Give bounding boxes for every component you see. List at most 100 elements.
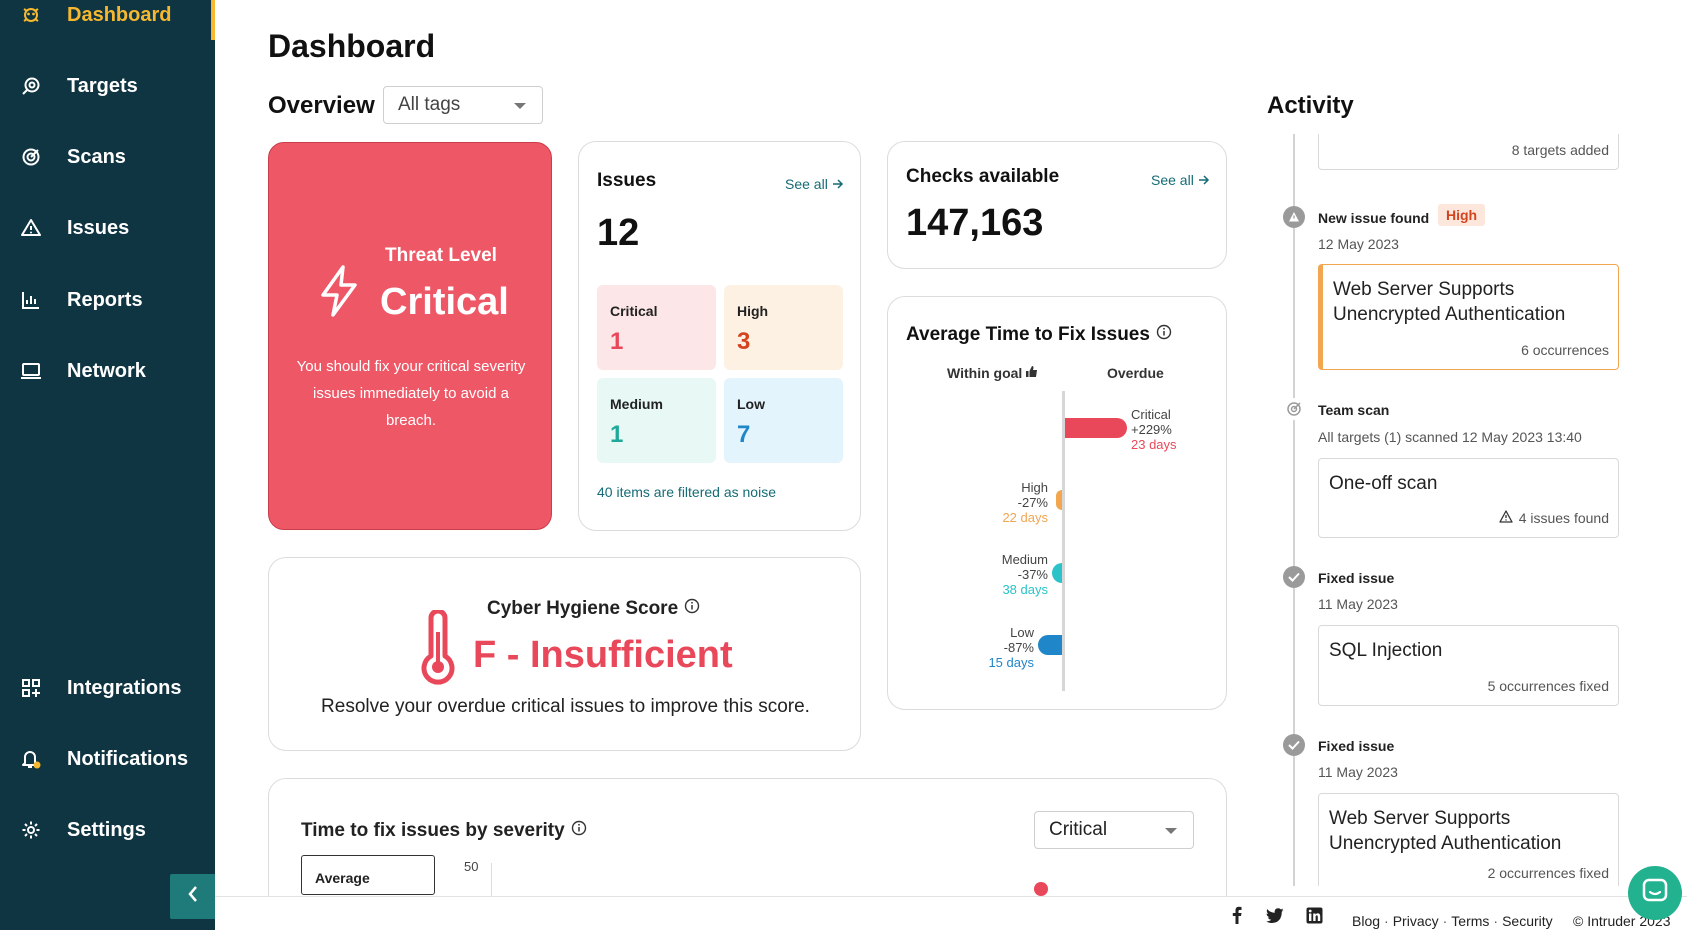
activity-card-title: Web Server Supports Unencrypted Authenti… (1333, 279, 1566, 325)
sidebar-item-label: Integrations (67, 676, 182, 699)
activity-card-meta: 5 occurrences fixed (1487, 678, 1609, 694)
sidebar-item-label: Targets (67, 74, 138, 97)
facebook-icon[interactable] (1227, 905, 1247, 925)
low-label: Low (737, 396, 765, 412)
activity-date: 11 May 2023 (1318, 764, 1398, 780)
tags-select-value: All tags (398, 94, 461, 115)
sidebar: Dashboard Targets Scans Issues Reports N… (0, 0, 215, 930)
overview-heading: Overview (268, 92, 375, 119)
activity-event: New issue found (1318, 210, 1430, 226)
hygiene-title-text: Cyber Hygiene Score (487, 598, 679, 619)
chart-point (1034, 882, 1048, 896)
blog-link[interactable]: Blog (1352, 913, 1381, 929)
sidebar-item-network[interactable]: Network (0, 346, 215, 396)
severity-select[interactable]: Critical (1034, 811, 1194, 849)
medium-name: Medium (1001, 552, 1048, 567)
info-icon[interactable] (684, 598, 700, 620)
activity-date: All targets (1) scanned 12 May 2023 13:4… (1318, 429, 1582, 445)
caret-down-icon (514, 103, 526, 109)
lightning-icon (321, 265, 357, 317)
activity-card-issue[interactable]: Web Server Supports Unencrypted Authenti… (1318, 264, 1619, 370)
severity-select-value: Critical (1049, 819, 1108, 840)
sidebar-item-issues[interactable]: Issues (0, 203, 215, 253)
noise-filter-link[interactable]: 40 items are filtered as noise (597, 484, 776, 500)
medium-issues-box[interactable]: Medium 1 (597, 378, 716, 463)
sidebar-item-reports[interactable]: Reports (0, 275, 215, 325)
cyber-hygiene-card: Cyber Hygiene Score F - Insufficient Res… (268, 557, 861, 751)
warning-icon (1499, 510, 1513, 526)
threat-level-card: Threat Level Critical You should fix you… (268, 142, 552, 530)
bell-icon (20, 748, 42, 770)
sidebar-item-settings[interactable]: Settings (0, 805, 215, 855)
linkedin-icon[interactable] (1304, 905, 1324, 925)
privacy-link[interactable]: Privacy (1392, 913, 1439, 929)
medium-pct: -37% (1017, 567, 1048, 582)
sidebar-item-label: Scans (67, 145, 126, 168)
footer-links: Blog · Privacy · Terms · Security (1352, 913, 1553, 929)
activity-event: Fixed issue (1318, 570, 1395, 586)
critical-issues-box[interactable]: Critical 1 (597, 285, 716, 370)
separator: · (1442, 913, 1448, 929)
average-tab[interactable]: Average (301, 855, 435, 895)
activity-card-scan[interactable]: One-off scan 4 issues found (1318, 458, 1619, 538)
security-link[interactable]: Security (1502, 913, 1553, 929)
activity-card-fixed[interactable]: Web Server Supports Unencrypted Authenti… (1318, 793, 1619, 886)
low-within-bar (1038, 635, 1062, 655)
sidebar-item-integrations[interactable]: Integrations (0, 663, 215, 713)
check-icon (1283, 734, 1305, 756)
info-icon[interactable] (571, 820, 587, 842)
high-label: High (737, 303, 769, 319)
timeline-line (1293, 134, 1295, 886)
activity-card-title: Web Server Supports Unencrypted Authenti… (1329, 808, 1562, 854)
twitter-icon[interactable] (1265, 905, 1285, 925)
issues-title: Issues (597, 170, 657, 191)
avg-time-to-fix-card: Average Time to Fix Issues Within goal O… (887, 296, 1227, 710)
chevron-left-icon (187, 885, 199, 908)
high-name: High (1021, 480, 1048, 495)
within-goal-label: Within goal (947, 365, 1023, 381)
page-title: Dashboard (268, 28, 436, 64)
sidebar-item-dashboard[interactable]: Dashboard (0, 0, 215, 40)
targets-icon (20, 75, 42, 97)
hygiene-description: Resolve your overdue critical issues to … (321, 696, 810, 717)
high-issues-box[interactable]: High 3 (724, 285, 843, 370)
activity-card-meta: 6 occurrences (1521, 342, 1609, 358)
low-issues-box[interactable]: Low 7 (724, 378, 843, 463)
activity-card-meta: 4 issues found (1499, 510, 1609, 526)
see-all-label: See all (1151, 172, 1194, 188)
chat-launcher-button[interactable] (1628, 866, 1682, 920)
critical-pct: +229% (1131, 422, 1172, 437)
issues-see-all-link[interactable]: See all (785, 176, 844, 192)
info-icon[interactable] (1156, 324, 1172, 346)
caret-down-icon (1165, 828, 1177, 834)
within-goal-header: Within goal (947, 365, 1038, 381)
time-to-fix-title-text: Time to fix issues by severity (301, 820, 565, 841)
dashboard-icon (20, 4, 42, 26)
terms-link[interactable]: Terms (1451, 913, 1490, 929)
threat-level-value: Critical (380, 281, 509, 323)
chat-icon (1642, 878, 1668, 909)
activity-feed[interactable]: 8 targets added New issue found High 12 … (1260, 134, 1660, 886)
issues-total: 12 (597, 212, 640, 254)
low-pct: -87% (1003, 640, 1034, 655)
checks-see-all-link[interactable]: See all (1151, 172, 1210, 188)
activity-card-fixed[interactable]: SQL Injection 5 occurrences fixed (1318, 625, 1619, 706)
sidebar-item-scans[interactable]: Scans (0, 132, 215, 182)
checks-title: Checks available (906, 166, 1060, 187)
avg-time-title-text: Average Time to Fix Issues (906, 324, 1150, 345)
high-avg-label: High -27% 22 days (968, 480, 1048, 525)
activity-card-targets[interactable]: 8 targets added (1318, 134, 1619, 170)
activity-date: 12 May 2023 (1318, 236, 1399, 252)
medium-count: 1 (610, 421, 624, 448)
low-count: 7 (737, 421, 751, 448)
sidebar-item-notifications[interactable]: Notifications (0, 734, 215, 784)
low-avg-label: Low -87% 15 days (936, 625, 1034, 670)
time-to-fix-title: Time to fix issues by severity (301, 820, 587, 842)
tags-select[interactable]: All tags (383, 86, 543, 124)
see-all-label: See all (785, 176, 828, 192)
integrations-icon (20, 677, 42, 699)
warning-icon (1283, 206, 1305, 228)
collapse-sidebar-button[interactable] (170, 874, 215, 919)
check-icon (1283, 566, 1305, 588)
sidebar-item-targets[interactable]: Targets (0, 61, 215, 111)
